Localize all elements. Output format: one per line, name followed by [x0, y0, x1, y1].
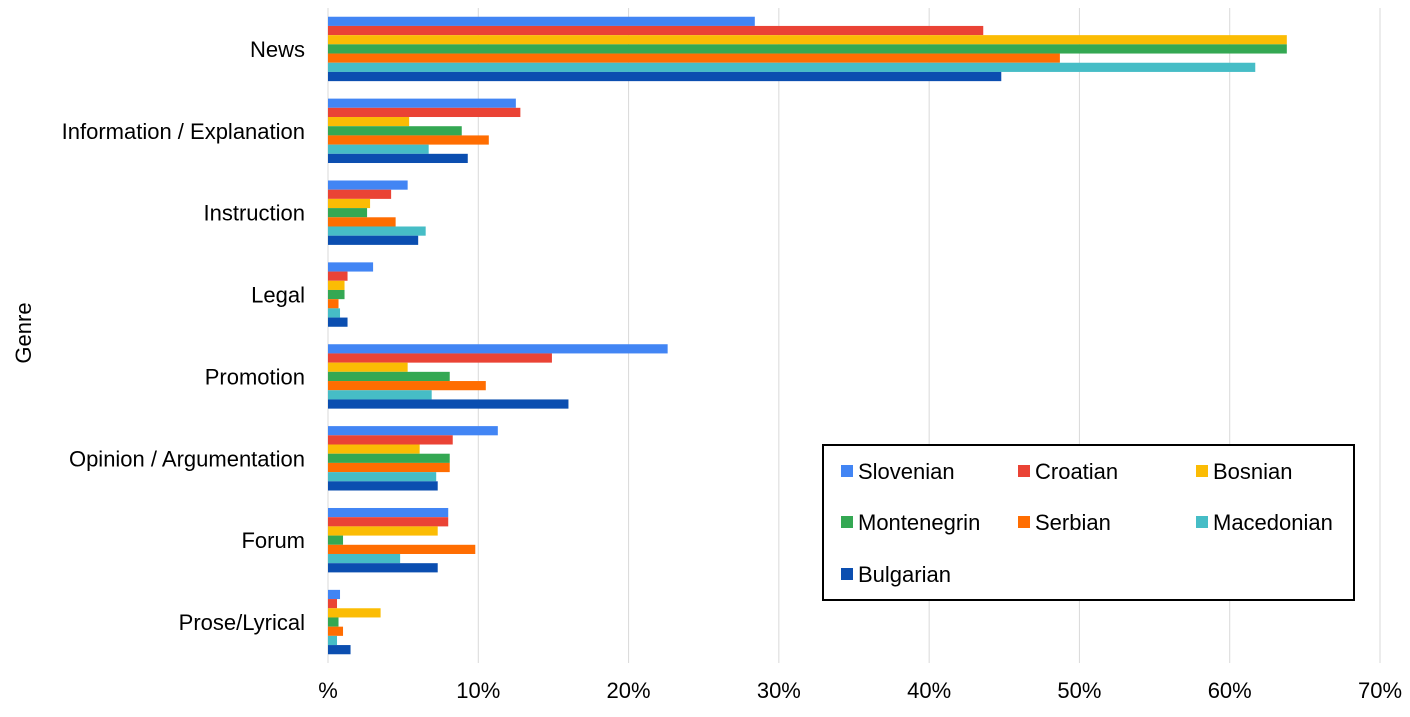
bar [328, 308, 341, 318]
legend-label: Macedonian [1213, 510, 1333, 535]
legend-label: Bosnian [1213, 459, 1293, 484]
bar [328, 117, 410, 127]
bar [328, 126, 462, 136]
bar [328, 535, 344, 545]
bar [328, 53, 1060, 63]
bar [328, 62, 1256, 72]
legend-swatch [1018, 516, 1030, 528]
bars [328, 16, 1287, 655]
bar [328, 144, 429, 154]
category-label: News [250, 37, 305, 62]
legend-label: Montenegrin [858, 510, 980, 535]
category-labels: News Information / Explanation Instruction… [62, 37, 305, 635]
bar [328, 608, 381, 618]
bar [328, 198, 371, 209]
bar [328, 435, 453, 445]
bar [328, 399, 569, 409]
bar [328, 626, 344, 636]
legend-box [822, 444, 1355, 601]
bar [328, 25, 984, 36]
legend-swatch [841, 465, 853, 477]
bar [328, 507, 449, 518]
bar [328, 553, 401, 564]
bar [328, 289, 345, 300]
category-label: Legal [251, 283, 305, 308]
x-tick-label: 10% [456, 678, 500, 703]
bar [328, 371, 450, 382]
bar [328, 526, 438, 536]
legend-swatch [1018, 465, 1030, 477]
bar [328, 226, 426, 236]
bar [328, 381, 486, 391]
bar [328, 135, 489, 145]
x-tick-label: 60% [1208, 678, 1252, 703]
category-label: Forum [241, 528, 305, 553]
bar [328, 544, 476, 554]
bar [328, 635, 338, 646]
bar [328, 153, 468, 164]
x-tick-label: 50% [1057, 678, 1101, 703]
bar [328, 35, 1287, 45]
category-label: Promotion [205, 364, 305, 389]
legend-items: Slovenian Croatian Bosnian Montenegrin Serbi… [841, 459, 1333, 587]
bar [328, 390, 432, 400]
category-label: Opinion / Argumentation [69, 446, 305, 471]
bar [328, 98, 516, 108]
bar [328, 71, 1002, 82]
bar [328, 645, 351, 655]
bar [328, 299, 339, 309]
bar [328, 44, 1287, 54]
category-label: Instruction [204, 201, 306, 226]
legend-swatch [1196, 465, 1208, 477]
legend-label: Slovenian [858, 459, 955, 484]
bar [328, 262, 374, 272]
bar [328, 208, 368, 218]
bar [328, 180, 408, 190]
x-tick-label: 30% [757, 678, 801, 703]
bar [328, 362, 408, 372]
bar [328, 426, 498, 436]
bar [328, 344, 668, 354]
x-tick-label: 20% [607, 678, 651, 703]
bar [328, 107, 521, 118]
bar [328, 271, 348, 281]
bar [328, 617, 339, 627]
gridlines [327, 8, 1381, 663]
legend-label: Croatian [1035, 459, 1118, 484]
bar [328, 235, 419, 245]
x-tick-label: % [318, 678, 338, 703]
legend-label: Bulgarian [858, 562, 951, 587]
bar [328, 16, 755, 26]
legend-swatch [841, 568, 853, 580]
bar [328, 353, 552, 363]
bar [328, 217, 396, 227]
bar [328, 317, 348, 327]
bar [328, 462, 450, 473]
bar [328, 589, 341, 600]
x-tick-label: 40% [907, 678, 951, 703]
x-tick-labels: % 10% 20% 30% 40% 50% 60% 70% [318, 678, 1402, 703]
bar [328, 444, 420, 454]
bar [328, 481, 438, 491]
legend-swatch [1196, 516, 1208, 528]
bar [328, 599, 338, 609]
y-axis-title: Genre [11, 302, 36, 363]
category-label: Information / Explanation [62, 119, 305, 144]
category-label: Prose/Lyrical [179, 610, 305, 635]
bar [328, 280, 345, 290]
bar [328, 453, 450, 463]
bar [328, 472, 437, 482]
legend-label: Serbian [1035, 510, 1111, 535]
legend: Slovenian Croatian Bosnian Montenegrin Serbi… [822, 444, 1355, 601]
bar [328, 189, 392, 199]
x-tick-label: 70% [1358, 678, 1402, 703]
bar [328, 563, 438, 573]
bar [328, 517, 449, 527]
legend-swatch [841, 516, 853, 528]
